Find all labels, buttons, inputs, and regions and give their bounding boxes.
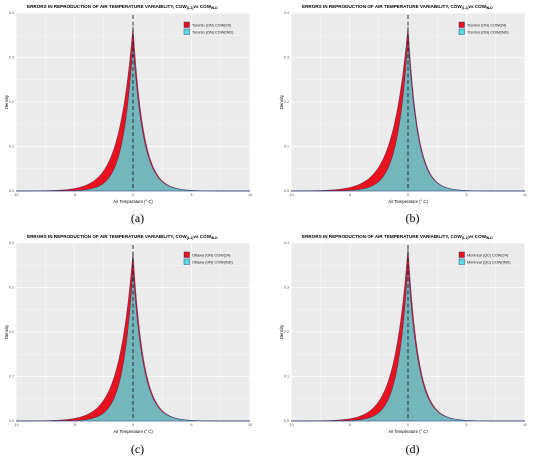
legend-swatch-2 [183, 258, 190, 265]
chart-panel-a: ERRORS IN REPRODUCTION OF AIR TEMPERATUR… [0, 0, 275, 229]
y-tick-label: 0.4 [9, 11, 14, 15]
x-axis-label: Air Temperature (° C) [388, 429, 428, 434]
y-tick-label: 0.0 [284, 189, 289, 193]
y-tick-label: 0.0 [9, 189, 14, 193]
y-tick-label: 0.1 [284, 145, 289, 149]
legend-swatch-2 [458, 258, 465, 265]
y-tick-label: 0.0 [9, 419, 14, 423]
y-tick-label: 0.3 [284, 286, 289, 290]
y-tick-label: 0.0 [284, 419, 289, 423]
chart-title: ERRORS IN REPRODUCTION OF AIR TEMPERATUR… [27, 4, 218, 10]
legend-label-1: Trenton (ON) COW(24) [467, 23, 507, 27]
legend-label-2: Ottawa (ON) COW(IND) [192, 260, 233, 264]
chart-title: ERRORS IN REPRODUCTION OF AIR TEMPERATUR… [302, 4, 493, 10]
density-chart-b: ERRORS IN REPRODUCTION OF AIR TEMPERATUR… [279, 4, 527, 204]
legend-label-1: Ottawa (ON) COW(24) [192, 253, 231, 257]
y-tick-label: 0.2 [9, 330, 14, 334]
density-chart-c: ERRORS IN REPRODUCTION OF AIR TEMPERATUR… [4, 234, 252, 434]
caption-d: (d) [405, 442, 420, 456]
y-tick-label: 0.2 [9, 100, 14, 104]
x-tick-label: 10 [248, 423, 252, 427]
title-main: ERRORS IN REPRODUCTION OF AIR TEMPERATUR… [27, 4, 187, 9]
x-tick-label: -5 [73, 193, 76, 197]
title-mid: vs COW [193, 234, 211, 239]
y-tick-label: 0.3 [284, 56, 289, 60]
density-area-series-2 [16, 44, 250, 192]
x-tick-label: 0 [132, 423, 134, 427]
caption-a: (a) [130, 211, 145, 225]
x-tick-label: -10 [288, 423, 293, 427]
y-tick-label: 0.1 [9, 375, 14, 379]
x-tick-label: 0 [407, 423, 409, 427]
y-tick-label: 0.2 [284, 100, 289, 104]
title-subscript-2: IN-D [486, 236, 493, 240]
x-tick-label: -5 [348, 193, 351, 197]
y-tick-label: 0.4 [284, 11, 289, 15]
legend-swatch-2 [458, 28, 465, 35]
x-tick-label: 10 [523, 423, 527, 427]
title-mid: vs COW [468, 234, 486, 239]
legend-swatch-1 [183, 251, 190, 258]
x-tick-label: 10 [523, 193, 527, 197]
legend-label-2: Trenton (ON) COW(IND) [467, 30, 509, 34]
chart-panel-d: ERRORS IN REPRODUCTION OF AIR TEMPERATUR… [275, 230, 550, 459]
x-tick-label: -10 [13, 193, 18, 197]
title-subscript-2: IN-D [211, 6, 218, 10]
x-tick-label: 10 [248, 193, 252, 197]
caption-c: (c) [130, 442, 145, 456]
y-axis-label: Density [279, 324, 284, 339]
y-tick-label: 0.4 [9, 241, 14, 245]
title-main: ERRORS IN REPRODUCTION OF AIR TEMPERATUR… [27, 234, 187, 239]
x-tick-label: 5 [191, 193, 193, 197]
x-tick-label: -5 [73, 423, 76, 427]
x-axis-label: Air Temperature (° C) [388, 199, 428, 204]
x-tick-label: 0 [132, 193, 134, 197]
title-subscript-1: (1-1) [187, 236, 194, 240]
y-tick-label: 0.2 [284, 330, 289, 334]
legend-swatch-1 [458, 251, 465, 258]
legend-swatch-2 [183, 28, 190, 35]
x-tick-label: 0 [407, 193, 409, 197]
title-main: ERRORS IN REPRODUCTION OF AIR TEMPERATUR… [302, 4, 462, 9]
y-tick-label: 0.1 [9, 145, 14, 149]
title-subscript-2: IN-D [486, 6, 493, 10]
title-subscript-2: IN-D [211, 236, 218, 240]
x-tick-label: -10 [288, 193, 293, 197]
title-subscript-1: (1-1) [187, 6, 194, 10]
legend-label-1: Toronto (ON) COW(24) [192, 23, 232, 27]
title-mid: vs COW [468, 4, 486, 9]
chart-title: ERRORS IN REPRODUCTION OF AIR TEMPERATUR… [27, 234, 218, 240]
caption-b: (b) [405, 211, 420, 225]
chart-title: ERRORS IN REPRODUCTION OF AIR TEMPERATUR… [302, 234, 493, 240]
legend-label-2: Montreal (QC) COW(IND) [467, 260, 511, 264]
x-axis-label: Air Temperature (° C) [113, 429, 153, 434]
y-tick-label: 0.4 [284, 241, 289, 245]
density-chart-a: ERRORS IN REPRODUCTION OF AIR TEMPERATUR… [4, 4, 252, 204]
y-tick-label: 0.3 [9, 56, 14, 60]
title-subscript-1: (1-1) [462, 236, 469, 240]
title-main: ERRORS IN REPRODUCTION OF AIR TEMPERATUR… [302, 234, 462, 239]
x-tick-label: 5 [466, 423, 468, 427]
legend-label-2: Toronto (ON) COW(IND) [192, 30, 234, 34]
y-tick-label: 0.1 [284, 375, 289, 379]
title-subscript-1: (1-1) [462, 6, 469, 10]
legend-label-1: Montreal (QC) COW(24) [467, 253, 509, 257]
x-tick-label: 5 [466, 193, 468, 197]
x-tick-label: -5 [348, 423, 351, 427]
y-axis-label: Density [4, 94, 9, 109]
y-tick-label: 0.3 [9, 286, 14, 290]
chart-panel-c: ERRORS IN REPRODUCTION OF AIR TEMPERATUR… [0, 230, 275, 459]
density-chart-d: ERRORS IN REPRODUCTION OF AIR TEMPERATUR… [279, 234, 527, 434]
chart-panel-b: ERRORS IN REPRODUCTION OF AIR TEMPERATUR… [275, 0, 550, 229]
legend-swatch-1 [183, 21, 190, 28]
x-tick-label: 5 [191, 423, 193, 427]
title-mid: vs COW [193, 4, 211, 9]
y-axis-label: Density [4, 324, 9, 339]
x-tick-label: -10 [13, 423, 18, 427]
x-axis-label: Air Temperature (° C) [113, 199, 153, 204]
y-axis-label: Density [279, 94, 284, 109]
legend-swatch-1 [458, 21, 465, 28]
